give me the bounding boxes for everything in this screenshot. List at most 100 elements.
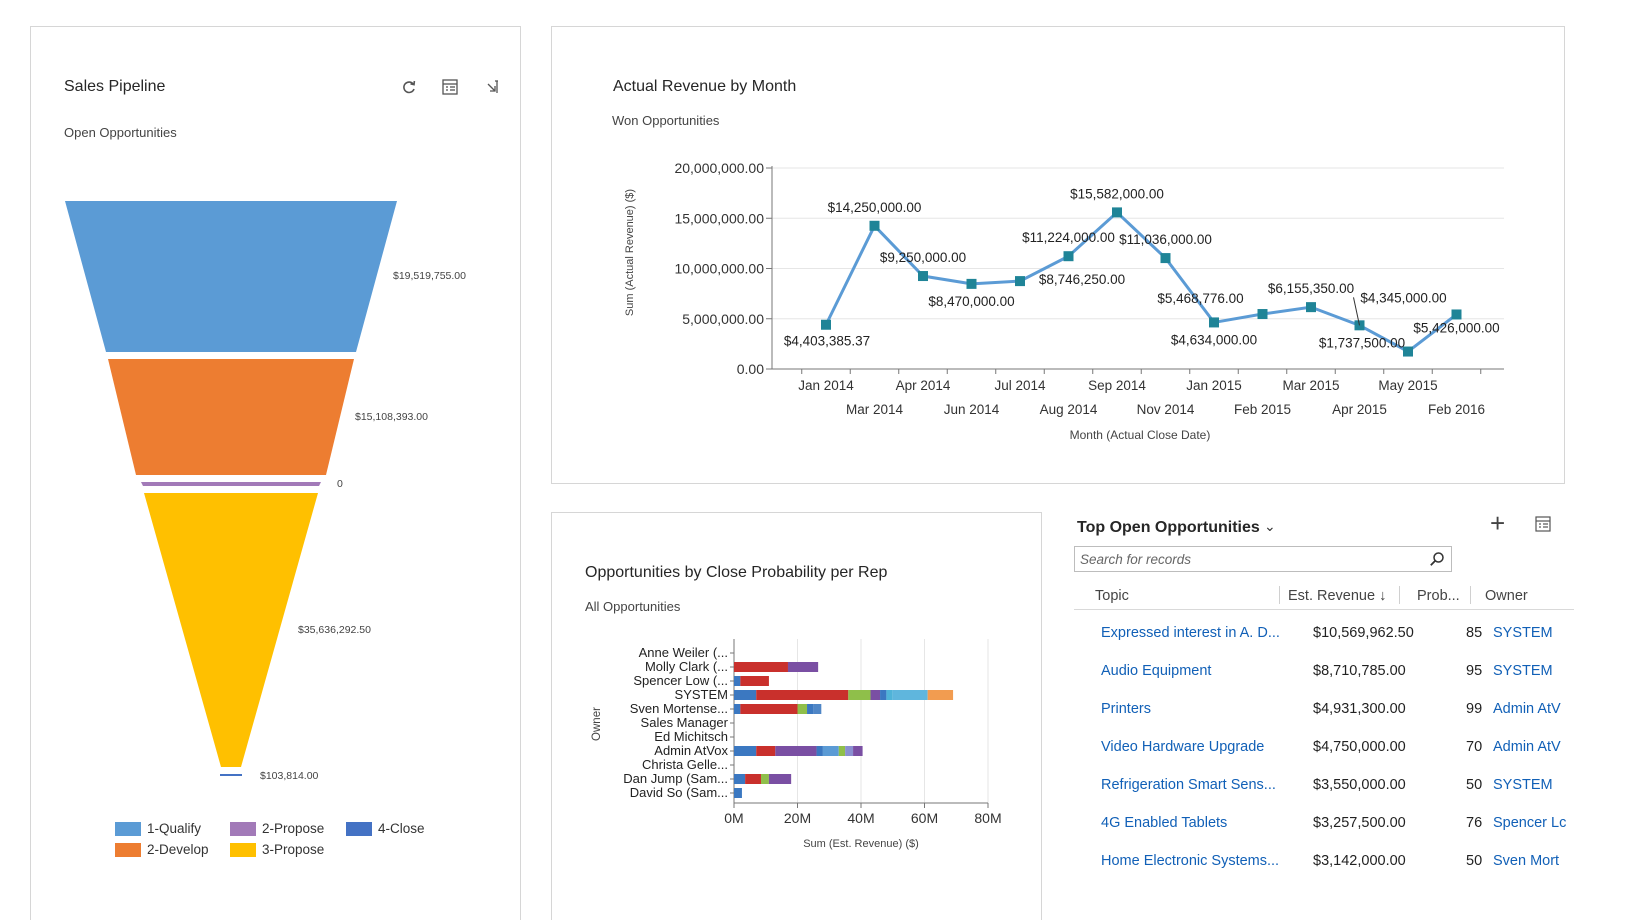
owner-link[interactable]: Admin AtV xyxy=(1493,739,1561,755)
bar-segment[interactable] xyxy=(740,676,769,686)
revenue-data-point[interactable] xyxy=(869,220,880,231)
topic-link[interactable]: Printers xyxy=(1101,701,1151,717)
expand-chart-icon[interactable] xyxy=(481,77,501,97)
owner-label: David So (Sam... xyxy=(630,785,728,800)
table-row[interactable]: Refrigeration Smart Sens... $3,550,000.00… xyxy=(1074,767,1574,805)
table-row[interactable]: Home Electronic Systems... $3,142,000.00 5… xyxy=(1074,843,1574,881)
bar-segment[interactable] xyxy=(892,690,928,700)
table-row[interactable]: Audio Equipment $8,710,785.00 95 SYSTEM xyxy=(1074,653,1574,691)
revenue-data-point[interactable] xyxy=(1015,276,1025,287)
topic-link[interactable]: Home Electronic Systems... xyxy=(1101,853,1280,869)
revenue-data-point[interactable] xyxy=(1160,253,1171,264)
revenue-data-point[interactable] xyxy=(1063,251,1074,262)
bar-segment[interactable] xyxy=(734,690,757,700)
owner-link[interactable]: SYSTEM xyxy=(1493,625,1553,641)
bar-segment[interactable] xyxy=(848,690,871,700)
bar-segment[interactable] xyxy=(734,774,746,784)
x-tick-label: Mar 2015 xyxy=(1282,378,1339,393)
bar-segment[interactable] xyxy=(734,704,741,714)
bar-segment[interactable] xyxy=(734,676,741,686)
revenue-data-point[interactable] xyxy=(1257,309,1268,320)
topic-link[interactable]: Audio Equipment xyxy=(1101,663,1212,679)
revenue-data-point[interactable] xyxy=(1209,317,1219,328)
topic-link[interactable]: Expressed interest in A. D... xyxy=(1101,625,1280,641)
owner-link[interactable]: SYSTEM xyxy=(1493,663,1553,679)
bar-segment[interactable] xyxy=(816,746,823,756)
revenue-series-line xyxy=(824,210,1458,354)
top-opportunities-title[interactable]: Top Open Opportunities xyxy=(1077,519,1260,536)
bar-segment[interactable] xyxy=(756,746,776,756)
column-separator[interactable] xyxy=(1399,586,1400,604)
add-record-button[interactable]: + xyxy=(1490,508,1506,538)
revenue-data-point[interactable] xyxy=(1306,302,1316,313)
open-grid-icon[interactable] xyxy=(1534,515,1552,533)
x-axis-title: Sum (Est. Revenue) ($) xyxy=(803,838,919,850)
bar-segment[interactable] xyxy=(822,746,839,756)
column-separator[interactable] xyxy=(1279,586,1280,604)
table-row[interactable]: Printers $4,931,300.00 99 Admin AtV xyxy=(1074,691,1574,729)
topic-link[interactable]: Refrigeration Smart Sens... xyxy=(1101,777,1276,793)
table-row[interactable]: Video Hardware Upgrade $4,750,000.00 70 Adm… xyxy=(1074,729,1574,767)
bar-segment[interactable] xyxy=(756,690,849,700)
funnel-stage-1-qualify[interactable] xyxy=(65,201,397,352)
bar-segment[interactable] xyxy=(734,788,742,798)
revenue-data-point[interactable] xyxy=(1451,309,1462,320)
bar-segment[interactable] xyxy=(775,746,817,756)
search-icon[interactable] xyxy=(1429,551,1445,567)
legend-label: 2-Propose xyxy=(262,821,325,836)
bar-segment[interactable] xyxy=(870,690,881,700)
topic-link[interactable]: 4G Enabled Tablets xyxy=(1101,815,1228,831)
bar-segment[interactable] xyxy=(787,662,819,672)
owner-link[interactable]: Sven Mort xyxy=(1493,853,1560,869)
owner-label: Admin AtVox xyxy=(654,743,728,758)
pipeline-title: Sales Pipeline xyxy=(64,78,166,95)
bar-segment[interactable] xyxy=(760,774,769,784)
owner-link[interactable]: SYSTEM xyxy=(1493,777,1553,793)
column-header-topic[interactable]: Topic xyxy=(1095,588,1129,604)
bar-segment[interactable] xyxy=(768,774,792,784)
revenue-data-point[interactable] xyxy=(821,319,831,330)
bar-segment[interactable] xyxy=(740,704,798,714)
owner-link[interactable]: Spencer Lc xyxy=(1493,815,1567,831)
bar-segment[interactable] xyxy=(853,746,863,756)
y-axis-title: Sum (Actual Revenue) ($) xyxy=(624,189,636,316)
table-row[interactable]: 4G Enabled Tablets $3,257,500.00 76 Spencer… xyxy=(1074,805,1574,843)
legend-item-1-qualify: 1-Qualify xyxy=(115,821,201,836)
probability-bar-chart: 0M 20M 40M 60M 80M Sum (Est. Revenue) ($) Owne… xyxy=(591,639,1002,850)
bar-segment[interactable] xyxy=(745,774,761,784)
bar-segment[interactable] xyxy=(807,704,814,714)
column-header-est-revenue[interactable]: Est. Revenue ↓ xyxy=(1288,588,1386,604)
column-separator[interactable] xyxy=(1470,586,1471,604)
revenue-data-point[interactable] xyxy=(1112,207,1122,218)
funnel-stage-4-close[interactable] xyxy=(220,774,242,776)
refresh-icon[interactable] xyxy=(399,77,419,97)
funnel-stage-2-develop[interactable] xyxy=(108,359,354,475)
view-selector-chevron-icon[interactable]: ⌄ xyxy=(1264,518,1276,534)
bar-segment[interactable] xyxy=(838,746,846,756)
bar-segment[interactable] xyxy=(813,704,822,714)
bar-segment[interactable] xyxy=(880,690,887,700)
owner-link[interactable]: Admin AtV xyxy=(1493,701,1561,717)
funnel-value-label: $19,519,755.00 xyxy=(393,270,466,282)
column-header-probability[interactable]: Prob... xyxy=(1417,588,1460,604)
bar-segment[interactable] xyxy=(734,746,757,756)
funnel-value-label: 0 xyxy=(337,478,343,490)
legend-swatch xyxy=(115,842,141,857)
bar-segment[interactable] xyxy=(734,662,788,672)
bar-segment[interactable] xyxy=(927,690,954,700)
column-header-owner[interactable]: Owner xyxy=(1485,588,1528,604)
revenue-data-point[interactable] xyxy=(1403,346,1413,357)
revenue-data-point[interactable] xyxy=(918,271,928,282)
funnel-stage-2-propose[interactable] xyxy=(141,482,321,486)
bar-segment[interactable] xyxy=(797,704,808,714)
topic-link[interactable]: Video Hardware Upgrade xyxy=(1101,739,1265,755)
funnel-stage-3-propose[interactable] xyxy=(144,493,318,767)
bar-segment[interactable] xyxy=(886,690,893,700)
bar-segment[interactable] xyxy=(845,746,854,756)
est-revenue-cell: $4,931,300.00 xyxy=(1313,701,1406,717)
view-records-icon[interactable] xyxy=(440,77,460,97)
actual-revenue-panel: Actual Revenue by Month Won Opportunitie… xyxy=(551,26,1565,484)
search-records-input[interactable] xyxy=(1075,547,1415,571)
revenue-data-point[interactable] xyxy=(966,278,977,289)
table-row[interactable]: Expressed interest in A. D... $10,569,962… xyxy=(1074,615,1574,653)
